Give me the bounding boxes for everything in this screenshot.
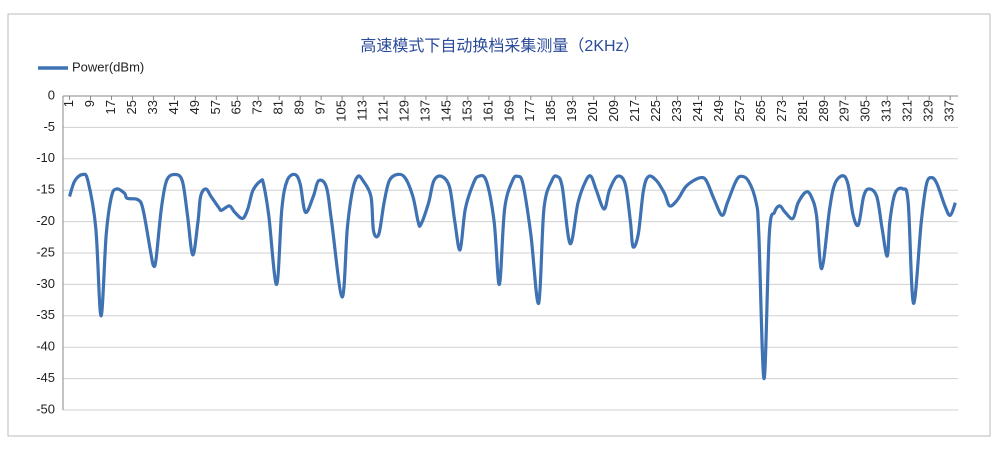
x-tick-label: 161	[480, 100, 495, 122]
x-tick-label: 25	[124, 100, 139, 114]
x-tick-label: 193	[564, 100, 579, 122]
x-tick-label: 329	[921, 100, 936, 122]
x-tick-label: 169	[501, 100, 516, 122]
x-tick-label: 265	[753, 100, 768, 122]
y-tick-label: -10	[36, 150, 55, 165]
x-tick-label: 73	[250, 100, 265, 114]
x-tick-label: 105	[334, 100, 349, 122]
x-tick-label: 121	[375, 100, 390, 122]
x-tick-label: 89	[292, 100, 307, 114]
x-tick-label: 281	[795, 100, 810, 122]
x-tick-label: 17	[103, 100, 118, 114]
x-tick-label: 153	[459, 100, 474, 122]
data-line	[68, 172, 957, 381]
x-tick-label: 225	[648, 100, 663, 122]
y-tick-label: -15	[36, 182, 55, 197]
x-tick-label: 49	[187, 100, 202, 114]
y-tick-label: 0	[48, 87, 55, 102]
legend-label: Power(dBm)	[72, 59, 144, 74]
x-tick-label: 177	[522, 100, 537, 122]
x-tick-label: 65	[229, 100, 244, 114]
x-tick-label: 305	[858, 100, 873, 122]
y-tick-label: -45	[36, 370, 55, 385]
y-tick-label: -30	[36, 276, 55, 291]
x-tick-label: 33	[145, 100, 160, 114]
x-tick-label: 137	[417, 100, 432, 122]
chart-title: 高速模式下自动换档采集测量（2KHz）	[360, 37, 639, 55]
x-tick-label: 337	[942, 100, 957, 122]
x-tick-label: 1	[61, 100, 76, 107]
x-tick-label: 233	[669, 100, 684, 122]
y-tick-label: -40	[36, 339, 55, 354]
x-tick-label: 321	[900, 100, 915, 122]
y-tick-label: -20	[36, 213, 55, 228]
x-tick-label: 9	[82, 100, 97, 107]
y-tick-label: -35	[36, 307, 55, 322]
x-tick-label: 209	[606, 100, 621, 122]
x-tick-label: 113	[355, 100, 370, 121]
y-tick-label: -5	[43, 119, 55, 134]
x-tick-label: 241	[690, 100, 705, 122]
x-tick-label: 201	[585, 100, 600, 122]
x-tick-label: 145	[438, 100, 453, 122]
x-tick-label: 257	[732, 100, 747, 122]
chart-frame	[7, 13, 991, 437]
x-tick-label: 185	[543, 100, 558, 122]
x-tick-label: 81	[271, 100, 286, 114]
x-tick-label: 273	[774, 100, 789, 122]
y-tick-label: -50	[36, 401, 55, 416]
x-tick-label: 217	[627, 100, 642, 122]
x-tick-label: 313	[879, 100, 894, 122]
x-tick-label: 297	[837, 100, 852, 122]
x-tick-label: 129	[396, 100, 411, 122]
x-tick-label: 57	[208, 100, 223, 114]
y-tick-label: -25	[36, 244, 55, 259]
x-tick-label: 249	[711, 100, 726, 122]
x-tick-label: 289	[816, 100, 831, 122]
x-tick-label: 97	[313, 100, 328, 114]
x-tick-label: 41	[166, 100, 181, 114]
